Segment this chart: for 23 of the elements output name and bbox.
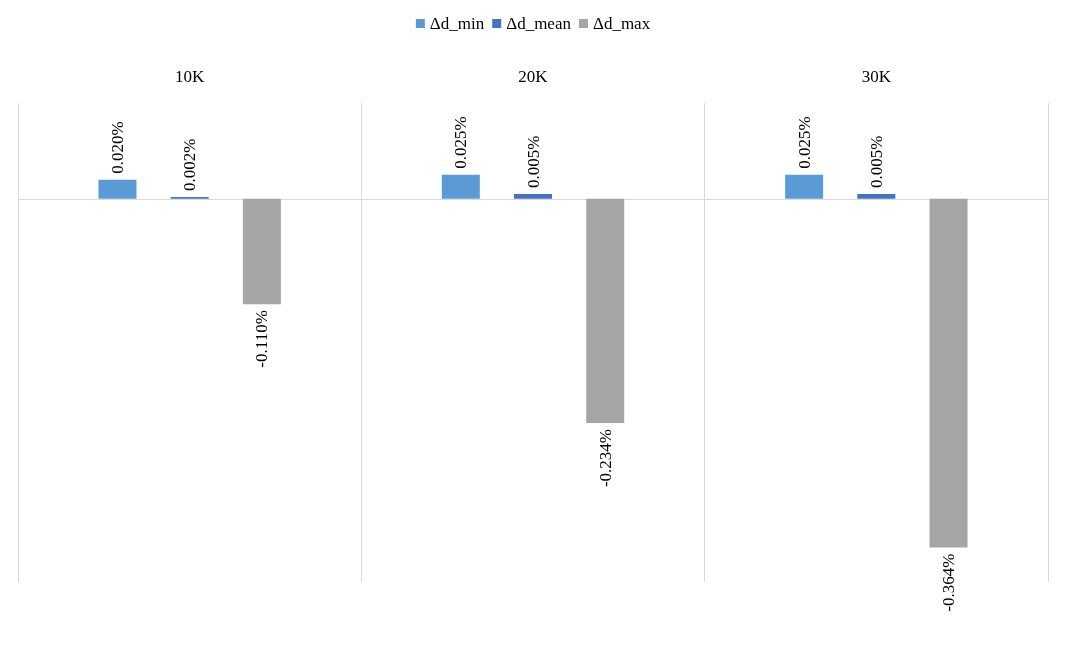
bar	[785, 174, 824, 199]
legend-label: Δd_min	[429, 14, 485, 33]
data-label: -0.234%	[595, 428, 615, 488]
legend-label: Δd_max	[592, 14, 651, 33]
data-label: 0.025%	[451, 116, 471, 169]
bar	[929, 198, 968, 548]
x-tick-label: 30K	[861, 67, 892, 86]
bar	[98, 179, 137, 199]
bar	[441, 174, 480, 199]
data-label: 0.005%	[523, 135, 543, 189]
bar	[857, 194, 896, 199]
bar	[514, 194, 552, 199]
x-tick-label: 10K	[175, 67, 206, 86]
data-label: 0.002%	[180, 138, 200, 191]
x-tick-label: 20K	[518, 67, 549, 86]
bar	[242, 198, 281, 305]
data-label: 0.020%	[107, 121, 127, 174]
bar	[586, 198, 625, 423]
data-label: 0.005%	[866, 135, 886, 189]
legend-label: Δd_mean	[506, 14, 572, 33]
data-label: -0.110%	[252, 310, 272, 368]
data-label: 0.025%	[794, 116, 814, 169]
data-label: -0.364%	[939, 553, 959, 612]
